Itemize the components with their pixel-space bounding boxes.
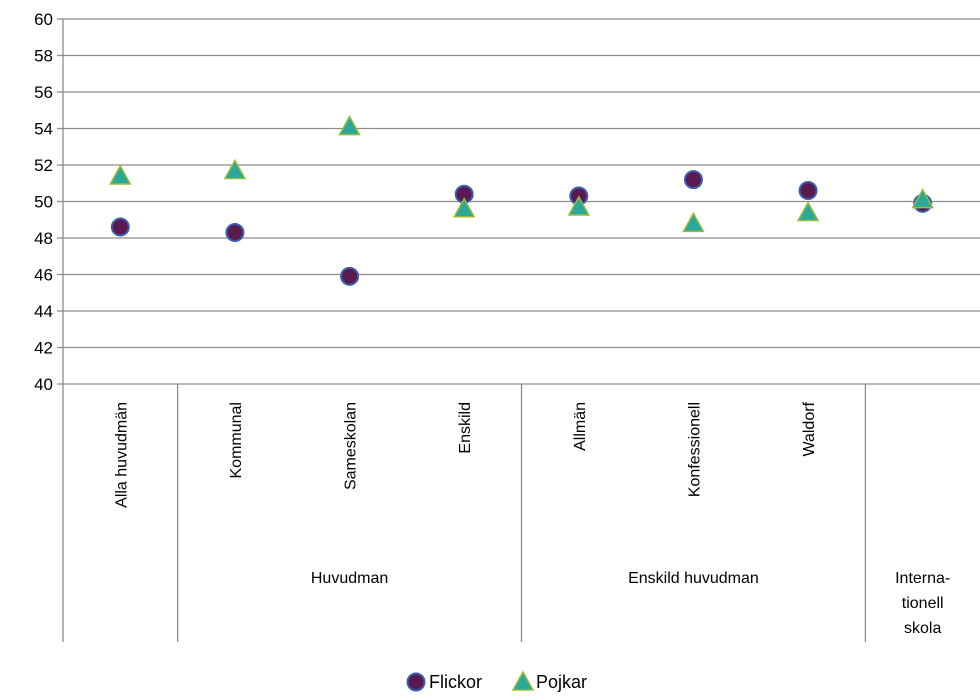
x-category-labels: Alla huvudmän Kommunal Sameskolan Enskild Al… [113,401,818,507]
data-markers [109,115,934,286]
x-group-label: Huvudman [311,570,388,587]
x-group-labels: Huvudman Enskild huvudman Interna-tionell s… [311,570,950,637]
x-category-label: Alla huvudmän [113,402,130,508]
legend-flickor-label: Flickor [429,672,482,692]
flickor-point [110,217,130,237]
gridlines [63,18,980,385]
y-tick-label: 46 [34,266,53,285]
y-tick-label: 42 [34,339,53,358]
x-category-label: Waldorf [801,401,818,456]
pojkar-point [567,195,591,216]
y-tick-label: 44 [34,302,53,321]
flickor-point [225,223,245,243]
x-category-label: Kommunal [228,402,245,478]
x-category-label: Konfessionell [686,402,703,497]
y-tick-label: 50 [34,193,53,212]
flickor-point [340,266,360,286]
pojkar-point [911,188,934,209]
y-tick-label: 60 [34,10,53,29]
legend-flickor-marker [406,672,426,692]
pojkar-point [796,200,820,222]
y-tick-label: 58 [34,47,53,66]
y-tick-labels: 40 42 44 46 48 50 52 54 56 58 60 [34,10,53,394]
flickor-point [798,181,818,201]
y-tick-label: 40 [34,375,53,394]
x-category-label: Enskild [457,402,474,454]
pojkar-point [682,211,705,233]
y-tick-label: 56 [34,83,53,102]
y-tick-label: 52 [34,156,53,175]
legend-pojkar-label: Pojkar [536,672,587,692]
pojkar-point [452,197,476,218]
flickor-point [683,170,703,190]
x-group-label: Interna-tionell skola [895,570,950,637]
x-category-label: Sameskolan [343,402,360,490]
pojkar-point [223,158,247,180]
axes [57,18,867,642]
y-tick-label: 48 [34,229,53,248]
legend: Flickor Pojkar [406,670,587,692]
x-group-label: Enskild huvudman [628,570,759,587]
x-category-label: Allmän [572,402,589,451]
legend-pojkar-marker [511,670,535,691]
y-tick-label: 54 [34,120,53,139]
pojkar-point [338,115,361,136]
pojkar-point [109,164,132,185]
